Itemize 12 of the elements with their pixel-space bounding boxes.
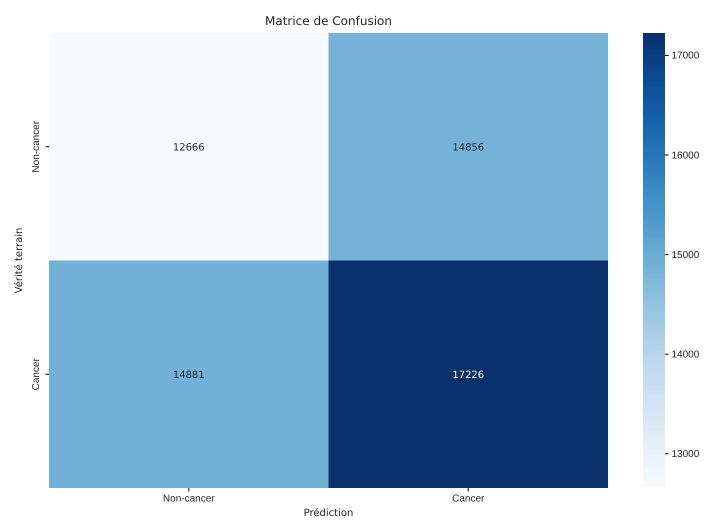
data-label: 14856 [452, 142, 484, 154]
data-label: 12666 [172, 142, 205, 154]
y-axis-title: Vérité terrain [14, 228, 25, 294]
color-bar-label: 14000 [672, 349, 700, 360]
x-axis-title: Prédiction [304, 508, 354, 519]
color-bar-label: 15000 [672, 250, 700, 261]
color-bar-label: 16000 [672, 150, 700, 162]
data-label: 17226 [452, 370, 484, 381]
chart-title: Matrice de Confusion [265, 14, 392, 28]
color-bar-label: 17000 [672, 50, 700, 62]
data-label: 14881 [172, 370, 205, 381]
color-bar-label: 13000 [672, 448, 700, 460]
